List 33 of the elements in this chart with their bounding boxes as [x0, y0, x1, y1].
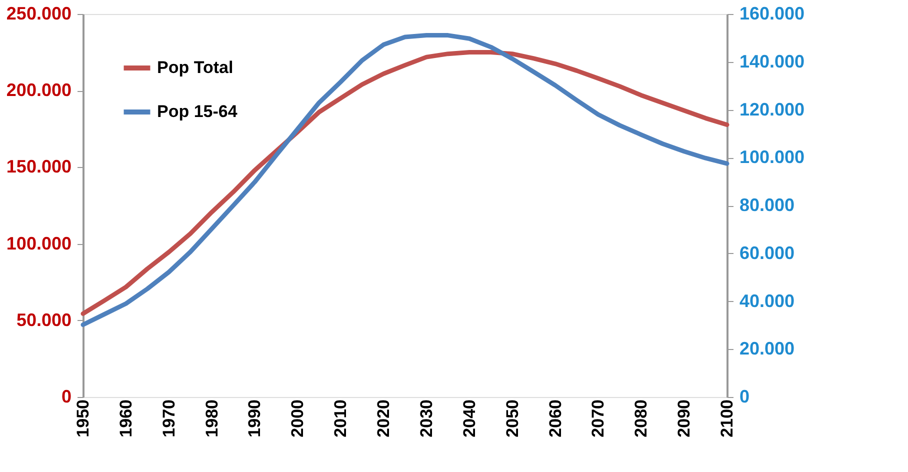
y-tick-label: 100.000 — [6, 233, 72, 254]
y-tick-label: 0 — [61, 386, 72, 406]
legend-label: Pop Total — [157, 58, 234, 77]
x-tick-label: 2100 — [718, 400, 736, 438]
x-tick-label: 2030 — [416, 400, 436, 438]
y2-tick-label: 100.000 — [740, 147, 805, 168]
x-tick-label: 2040 — [460, 400, 479, 438]
y2-tick-label: 0 — [740, 386, 750, 406]
x-tick-label: 1990 — [245, 400, 264, 438]
x-tick-label: 2050 — [502, 400, 522, 438]
x-tick-label: 2060 — [546, 400, 565, 438]
y2-tick-label: 120.000 — [740, 99, 805, 120]
x-tick-label: 2020 — [374, 400, 394, 438]
legend-label: Pop 15-64 — [157, 102, 238, 121]
x-tick-label: 1980 — [202, 400, 222, 438]
x-tick-label: 2090 — [674, 400, 694, 438]
x-tick-label: 1960 — [116, 400, 136, 438]
y-tick-label: 150.000 — [6, 156, 72, 177]
x-tick-label: 2080 — [632, 400, 651, 438]
y2-tick-label: 60.000 — [740, 242, 795, 263]
x-tick-label: 1950 — [74, 400, 92, 438]
x-tick-label: 1970 — [159, 400, 178, 438]
x-tick-label: 2070 — [588, 400, 608, 438]
y-tick-label: 250.000 — [6, 4, 72, 24]
y2-tick-label: 40.000 — [740, 290, 795, 311]
y2-tick-label: 20.000 — [740, 338, 795, 359]
y-tick-label: 200.000 — [6, 80, 72, 100]
y2-tick-label: 160.000 — [740, 4, 805, 24]
x-tick-label: 2000 — [288, 400, 308, 438]
x-tick-label: 2010 — [331, 400, 350, 438]
y2-tick-label: 140.000 — [740, 51, 805, 72]
y2-tick-label: 80.000 — [740, 195, 795, 215]
y-tick-label: 50.000 — [16, 310, 72, 330]
